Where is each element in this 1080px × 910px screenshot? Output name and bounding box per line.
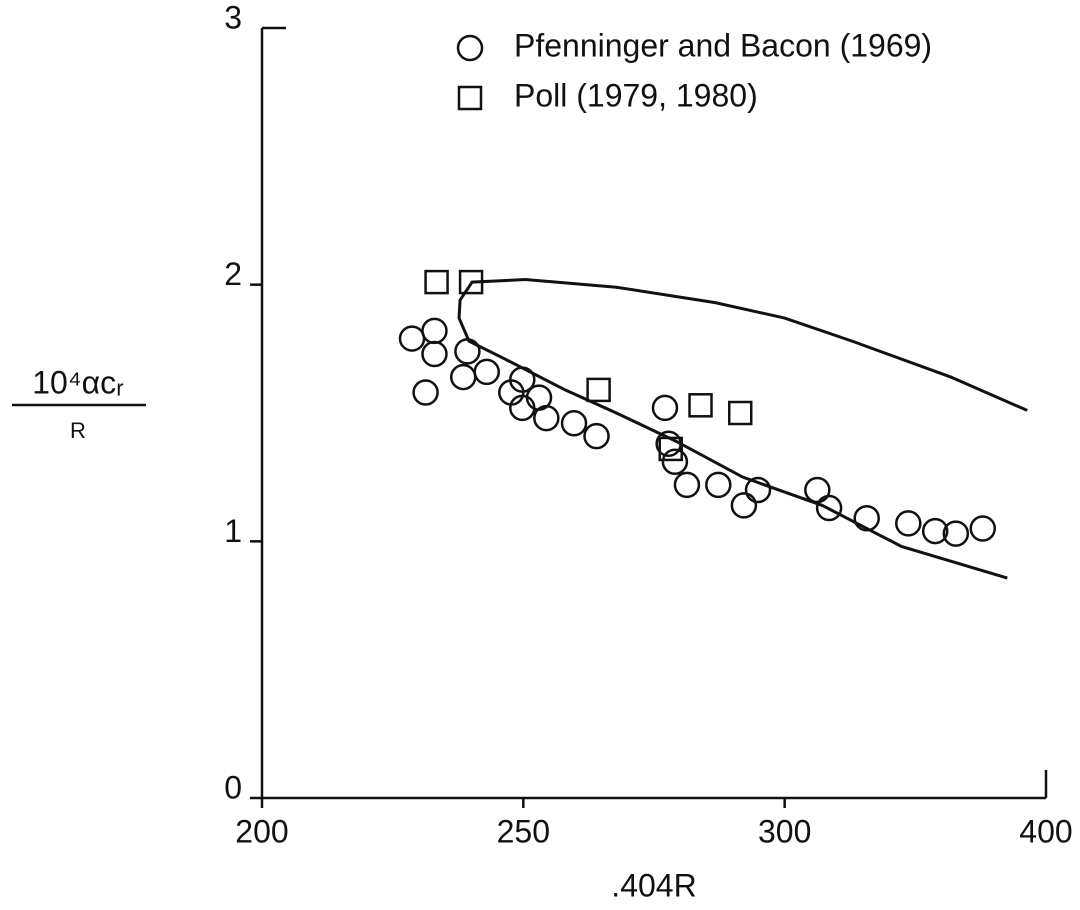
y-tick-label: 2 xyxy=(224,256,242,292)
marker xyxy=(421,317,448,345)
marker xyxy=(661,448,689,476)
marker xyxy=(921,517,949,545)
y-tick-label: 1 xyxy=(224,513,242,549)
marker xyxy=(421,340,448,368)
marker xyxy=(815,494,843,522)
marker xyxy=(560,410,588,437)
y-tick-label: 3 xyxy=(224,0,242,35)
x-tick-label: 400 xyxy=(1019,813,1072,849)
marker xyxy=(804,476,831,504)
marker xyxy=(533,404,560,432)
marker xyxy=(412,379,439,406)
legend-label: Pfenninger and Bacon (1969) xyxy=(514,27,932,63)
legend-label: Poll (1979, 1980) xyxy=(514,77,758,113)
legend-marker xyxy=(457,85,483,111)
x-tick-label: 300 xyxy=(758,813,811,849)
marker xyxy=(705,471,732,499)
curve xyxy=(457,278,1028,580)
legend-marker xyxy=(456,34,484,62)
y-tick-label: 0 xyxy=(224,769,242,805)
marker xyxy=(744,476,772,504)
marker xyxy=(398,325,426,352)
marker xyxy=(942,520,970,547)
marker xyxy=(730,492,758,519)
marker xyxy=(688,393,713,418)
marker xyxy=(583,422,610,450)
marker xyxy=(969,515,997,542)
marker xyxy=(651,394,679,422)
marker xyxy=(727,400,753,426)
y-label-denominator: R xyxy=(70,418,86,443)
x-tick-label: 200 xyxy=(235,813,288,849)
marker xyxy=(424,269,449,295)
marker xyxy=(473,358,500,386)
y-label-numerator: 10⁴αcᵣ xyxy=(32,364,124,400)
marker xyxy=(853,504,880,532)
marker xyxy=(586,377,611,403)
marker xyxy=(895,510,922,537)
marker xyxy=(449,363,477,391)
x-tick-label: 250 xyxy=(497,813,550,849)
x-label: .404R xyxy=(611,867,696,903)
marker xyxy=(673,471,701,499)
